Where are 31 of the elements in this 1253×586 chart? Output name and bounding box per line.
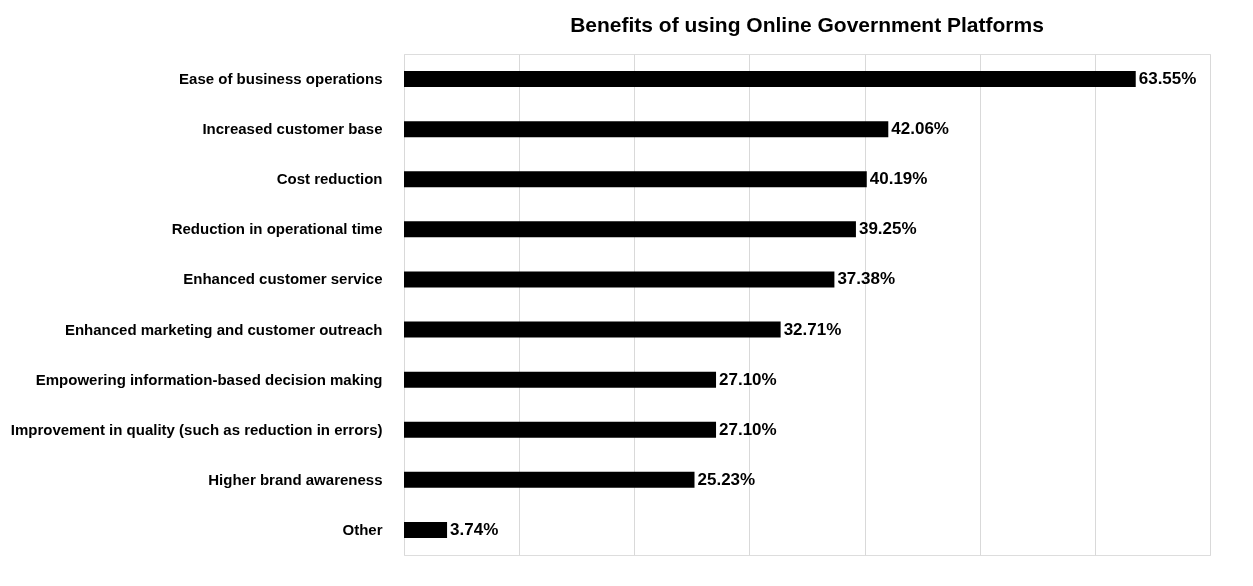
bar [404,171,867,188]
y-tick-label: Cost reduction [276,170,383,188]
bar [404,121,889,138]
bar [404,471,695,488]
y-tick-label: Ease of business operations [179,70,383,88]
bar [404,321,781,338]
bar [404,271,835,288]
bar [404,521,448,538]
bar [404,71,1136,88]
data-label: 42.06% [891,119,949,139]
y-tick-label: Reduction in operational time [171,220,383,238]
data-label: 40.19% [869,169,928,189]
data-label: 27.10% [719,369,777,389]
y-tick-label: Enhanced customer service [183,270,383,288]
bar [404,221,856,238]
data-label: 37.38% [837,269,896,289]
y-tick-label: Improvement in quality (such as reduction in errors) [10,420,383,438]
y-tick-label: Other [342,520,383,538]
y-tick-label: Empowering information-based decision making [35,370,383,388]
data-label: 25.23% [697,469,756,489]
data-label: 39.25% [858,219,917,239]
data-label: 3.74% [450,519,499,539]
bar [404,371,717,388]
data-label: 32.71% [783,319,842,339]
data-label: 27.10% [719,419,777,439]
chart-title: Benefits of using Online Government Platforms [570,13,1044,36]
y-tick-label: Higher brand awareness [208,470,383,488]
bar [404,421,717,438]
y-tick-label: Enhanced marketing and customer outreach [64,320,383,338]
y-tick-label: Increased customer base [202,120,383,138]
data-label: 63.55% [1138,69,1197,89]
